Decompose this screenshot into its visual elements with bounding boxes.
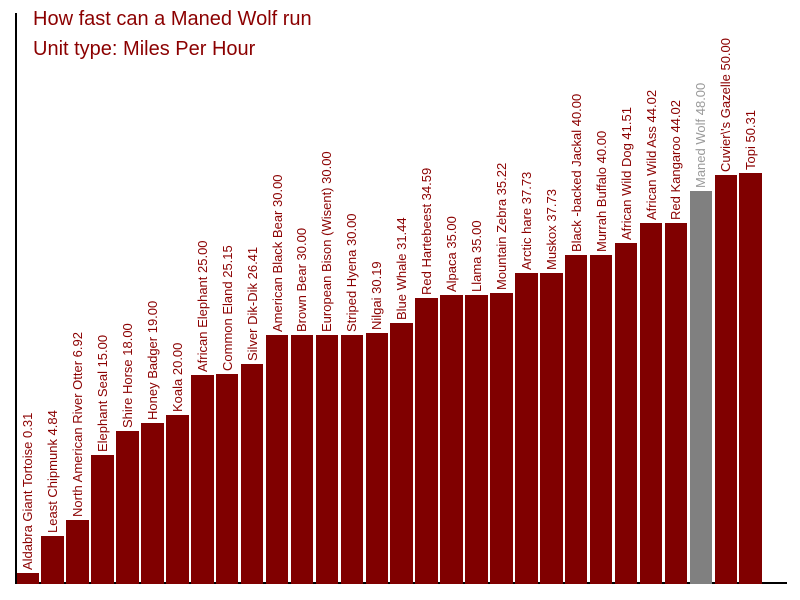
bar bbox=[16, 572, 39, 584]
bar bbox=[639, 222, 663, 584]
bar bbox=[415, 298, 438, 584]
bar bbox=[41, 536, 64, 584]
bar-label: Koala 20.00 bbox=[169, 342, 185, 412]
bar bbox=[166, 415, 189, 584]
bar-label: Llama 35.00 bbox=[468, 220, 484, 292]
bar-label: Silver Dik-Dik 26.41 bbox=[244, 246, 260, 361]
bar bbox=[116, 431, 139, 584]
bar bbox=[66, 519, 89, 584]
bar-label: Least Chipmunk 4.84 bbox=[45, 410, 61, 534]
bar-label: Murrah Buffalo 40.00 bbox=[593, 130, 609, 252]
bar bbox=[315, 335, 339, 584]
bar-label: Red Hartebeest 34.59 bbox=[419, 168, 435, 296]
bar-label: Arctic hare 37.73 bbox=[518, 171, 534, 271]
y-axis-line bbox=[15, 13, 17, 584]
bar bbox=[515, 273, 538, 584]
bar bbox=[191, 375, 214, 584]
bar bbox=[141, 423, 164, 584]
bar-label: Nilgai 30.19 bbox=[369, 261, 385, 331]
bar bbox=[614, 242, 638, 584]
bar-label: Brown Bear 30.00 bbox=[294, 227, 310, 332]
bar-label: Elephant Seal 15.00 bbox=[95, 334, 111, 452]
bar bbox=[664, 222, 688, 584]
bar bbox=[265, 335, 289, 584]
bar-label: Topi 50.31 bbox=[743, 109, 759, 170]
bar-label: Cuvier\'s Gazelle 50.00 bbox=[718, 38, 734, 172]
bar-label: Blue Whale 31.44 bbox=[394, 217, 410, 321]
bar-label: Shire Horse 18.00 bbox=[119, 323, 135, 428]
bar bbox=[390, 323, 413, 584]
bar-label: Mountain Zebra 35.22 bbox=[493, 163, 509, 291]
bar bbox=[240, 363, 264, 584]
bar bbox=[564, 255, 588, 584]
bar bbox=[365, 333, 389, 584]
bar bbox=[540, 273, 563, 584]
bar bbox=[91, 455, 114, 584]
bar-label: African Wild Ass 44.02 bbox=[643, 89, 659, 220]
bar bbox=[490, 293, 513, 584]
bar bbox=[714, 175, 738, 584]
bar-label: Striped Hyena 30.00 bbox=[344, 213, 360, 332]
bar-label: North American River Otter 6.92 bbox=[70, 331, 86, 517]
bar-label: Muskox 37.73 bbox=[543, 189, 559, 271]
bar bbox=[689, 191, 713, 584]
bar-label: African Wild Dog 41.51 bbox=[618, 106, 634, 240]
bar-label: Black -backed Jackal 40.00 bbox=[568, 93, 584, 252]
bar bbox=[440, 295, 463, 584]
bar-label: Aldabra Giant Tortoise 0.31 bbox=[20, 412, 36, 570]
bar bbox=[340, 335, 364, 584]
bar bbox=[215, 373, 239, 584]
bar bbox=[465, 295, 488, 584]
chart-title: How fast can a Maned Wolf run bbox=[33, 8, 312, 30]
bar bbox=[589, 255, 613, 584]
bar-label: Alpaca 35.00 bbox=[444, 216, 460, 292]
bar-label: Maned Wolf 48.00 bbox=[693, 82, 709, 188]
bar-label: European Bison (Wisent) 30.00 bbox=[319, 151, 335, 332]
bar-label: Common Eland 25.15 bbox=[219, 245, 235, 371]
bar-label: African Elephant 25.00 bbox=[194, 240, 210, 372]
bar bbox=[290, 335, 314, 584]
chart-subtitle: Unit type: Miles Per Hour bbox=[33, 38, 256, 60]
bar-label: American Black Bear 30.00 bbox=[269, 174, 285, 332]
bar bbox=[739, 172, 762, 584]
bar-label: Honey Badger 19.00 bbox=[144, 300, 160, 420]
bar-label: Red Kangaroo 44.02 bbox=[668, 99, 684, 220]
